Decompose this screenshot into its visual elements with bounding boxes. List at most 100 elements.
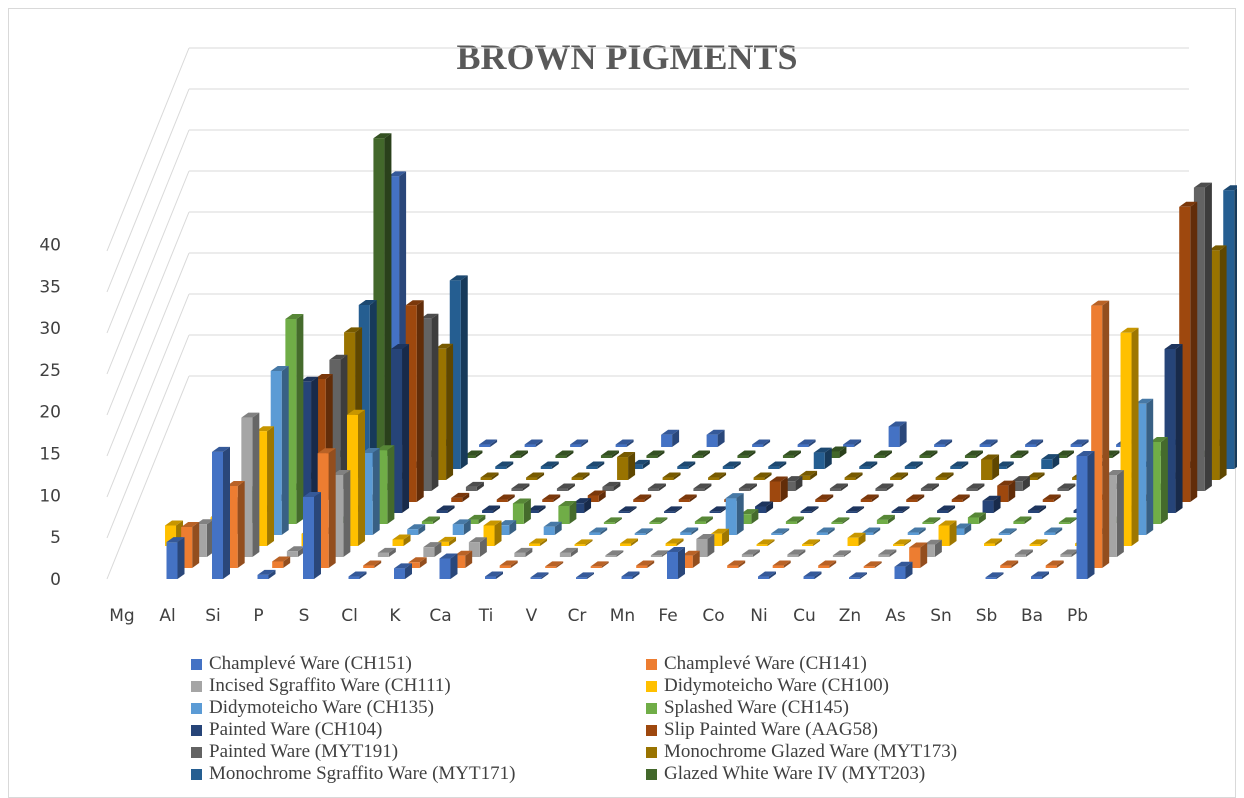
bar bbox=[919, 450, 938, 458]
bar bbox=[361, 448, 380, 535]
bar bbox=[589, 527, 608, 535]
bar bbox=[771, 528, 790, 535]
bar bbox=[846, 506, 865, 513]
gridline-side bbox=[106, 170, 190, 375]
bar bbox=[984, 538, 1003, 546]
bar bbox=[693, 483, 712, 491]
gridline-side bbox=[106, 375, 190, 580]
legend: Champlevé Ware (CH151) Champlevé Ware (CH… bbox=[191, 653, 1071, 785]
chart-title: BROWN PIGMENTS bbox=[456, 37, 797, 77]
bar bbox=[1013, 516, 1032, 524]
bar bbox=[818, 560, 837, 568]
bar bbox=[784, 476, 803, 491]
bar bbox=[797, 439, 816, 447]
legend-item: Slip Painted Ware (AAG58) bbox=[646, 719, 1066, 741]
bar bbox=[226, 481, 245, 568]
bar bbox=[483, 520, 502, 546]
x-tick-label: Pb bbox=[1067, 606, 1088, 626]
bar bbox=[1045, 560, 1064, 568]
legend-swatch bbox=[646, 746, 657, 758]
bar bbox=[1000, 560, 1019, 568]
bar bbox=[863, 561, 882, 568]
bar bbox=[979, 439, 998, 447]
y-tick-label: 5 bbox=[50, 528, 61, 548]
bar bbox=[1208, 245, 1227, 480]
bar bbox=[873, 450, 892, 458]
bar bbox=[847, 532, 866, 546]
gridline-side bbox=[106, 88, 190, 293]
gridlines bbox=[106, 47, 1189, 580]
bar bbox=[600, 450, 619, 458]
bar bbox=[667, 546, 685, 579]
bar bbox=[935, 472, 954, 480]
bar bbox=[1193, 182, 1212, 491]
bar bbox=[1149, 437, 1168, 524]
bar bbox=[467, 514, 486, 524]
legend-label: Glazed White Ware IV (MYT203) bbox=[664, 763, 926, 784]
bar bbox=[545, 561, 564, 568]
bar bbox=[647, 483, 666, 491]
bar bbox=[894, 561, 913, 579]
bar bbox=[782, 450, 801, 458]
bar bbox=[438, 536, 457, 546]
legend-item: Champlevé Ware (CH151) bbox=[191, 653, 646, 675]
chart-frame: BROWN PIGMENTS 0 5 10 15 20 25 30 35 40 Mg Al Si P S… bbox=[8, 8, 1237, 798]
bar bbox=[923, 539, 942, 557]
bar bbox=[982, 495, 1001, 513]
bar bbox=[756, 539, 775, 546]
bar bbox=[571, 472, 590, 480]
bar bbox=[709, 506, 728, 513]
bar bbox=[678, 494, 697, 502]
bar bbox=[543, 521, 562, 535]
bar bbox=[1105, 470, 1124, 557]
bar bbox=[496, 494, 515, 502]
legend-swatch bbox=[191, 746, 202, 758]
legend-label: Didymoteicho Ware (CH135) bbox=[209, 697, 435, 718]
x-tick-label: S bbox=[299, 606, 310, 626]
bar bbox=[966, 483, 985, 491]
bar bbox=[631, 459, 650, 469]
bar bbox=[212, 446, 230, 579]
bar bbox=[285, 314, 304, 524]
bar bbox=[329, 354, 348, 491]
bar bbox=[1060, 549, 1079, 557]
x-tick-label: As bbox=[885, 606, 906, 626]
bar bbox=[1011, 476, 1030, 491]
legend-item: Painted Ware (MYT191) bbox=[191, 741, 646, 763]
bar bbox=[681, 550, 700, 568]
bar bbox=[439, 553, 458, 579]
legend-label: Champlevé Ware (CH151) bbox=[209, 653, 412, 674]
bar bbox=[758, 571, 776, 579]
bar bbox=[662, 472, 681, 480]
bar bbox=[691, 450, 710, 458]
bar bbox=[727, 560, 746, 568]
bar bbox=[586, 461, 605, 469]
legend-swatch bbox=[646, 724, 657, 736]
bar bbox=[556, 483, 575, 491]
legend-label: Slip Painted Ware (AAG58) bbox=[664, 719, 878, 740]
legend-item: Painted Ware (CH104) bbox=[191, 719, 646, 741]
bar bbox=[530, 572, 549, 579]
bar bbox=[636, 560, 655, 568]
bar bbox=[803, 571, 822, 579]
y-tick-label: 10 bbox=[39, 486, 61, 506]
x-tick-label: Mn bbox=[610, 606, 635, 626]
gridline-side bbox=[106, 334, 190, 539]
x-tick-label: Ni bbox=[750, 606, 767, 626]
bar bbox=[1028, 505, 1047, 513]
x-tick-label: Ti bbox=[478, 606, 494, 626]
gridline-side bbox=[106, 211, 190, 416]
x-tick-label: Fe bbox=[658, 606, 677, 626]
legend-swatch bbox=[191, 768, 202, 780]
y-tick-label: 20 bbox=[39, 403, 61, 423]
bar bbox=[540, 461, 559, 469]
bar bbox=[465, 481, 484, 491]
x-tick-label: Sn bbox=[930, 606, 952, 626]
bar bbox=[373, 133, 392, 458]
bar bbox=[664, 506, 683, 513]
bar bbox=[495, 461, 514, 469]
bar bbox=[633, 494, 652, 502]
bar bbox=[828, 446, 847, 458]
bar bbox=[392, 534, 411, 546]
x-tick-label: Si bbox=[205, 606, 221, 626]
